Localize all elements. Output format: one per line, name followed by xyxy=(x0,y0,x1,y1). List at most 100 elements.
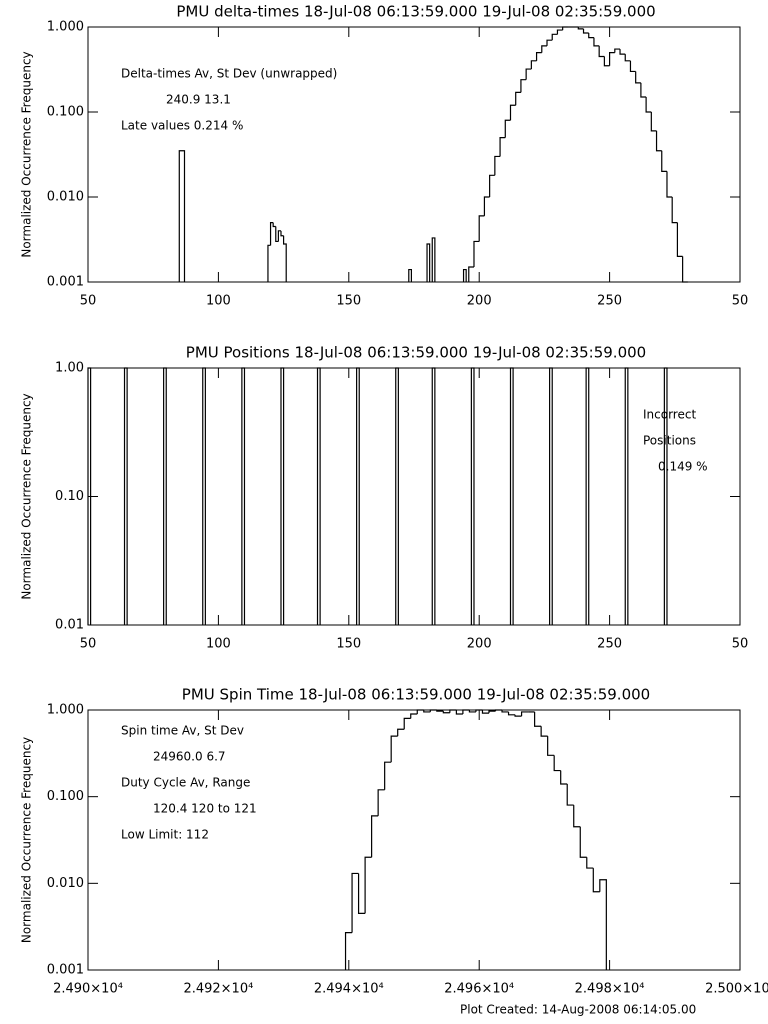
chart-title: PMU delta-times 18-Jul-08 06:13:59.000 1… xyxy=(176,3,655,21)
histogram-bin xyxy=(395,367,399,625)
histogram-bin xyxy=(364,856,372,914)
x-tick-label: 100 xyxy=(206,294,231,309)
histogram-bin xyxy=(624,367,629,625)
histogram-bin xyxy=(579,826,587,858)
histogram-bin xyxy=(267,244,271,282)
histogram-bin xyxy=(357,873,366,914)
histogram-bin xyxy=(468,710,476,713)
histogram-bin xyxy=(676,222,683,258)
histogram-bin xyxy=(488,710,496,714)
histogram-bin xyxy=(403,717,411,730)
histogram-bin xyxy=(593,37,600,47)
histogram-bin xyxy=(429,709,437,712)
x-tick-label: 100 xyxy=(206,637,231,652)
histogram-bin xyxy=(619,49,626,55)
histogram-bin xyxy=(475,709,483,712)
plot-frame xyxy=(87,26,741,283)
histogram-bin xyxy=(640,82,647,98)
histogram-bin xyxy=(277,230,281,242)
x-tick-label: 250 xyxy=(597,294,622,309)
x-tick-label: 250 xyxy=(597,637,622,652)
histogram-bin xyxy=(535,51,542,61)
histogram-bin xyxy=(178,150,186,282)
histogram-bin xyxy=(547,736,555,756)
histogram-bin xyxy=(598,45,605,58)
histogram-bin xyxy=(577,27,584,30)
histogram-bin xyxy=(377,789,385,816)
y-tick-label: 0.001 xyxy=(47,963,84,978)
histogram-bin xyxy=(483,196,490,216)
histogram-bin xyxy=(494,709,503,712)
histogram-bin xyxy=(371,815,379,858)
y-tick-label: 1.000 xyxy=(47,20,84,35)
histogram-bin xyxy=(280,230,284,237)
annotation: 240.9 13.1 xyxy=(166,93,231,107)
histogram-bin xyxy=(645,97,652,113)
x-tick-label: 200 xyxy=(467,637,492,652)
histogram-bin xyxy=(541,45,548,53)
y-tick-label: 0.10 xyxy=(55,489,84,504)
histogram-bin xyxy=(573,805,581,828)
histogram-bin xyxy=(504,119,511,138)
y-axis-label: Normalized Occurrence Frequency xyxy=(20,51,34,257)
histogram-bin xyxy=(275,226,279,243)
histogram-bin xyxy=(682,256,688,283)
histogram-bin xyxy=(202,367,206,625)
histogram-bin xyxy=(316,367,321,625)
annotation: 0.149 % xyxy=(658,460,708,474)
histogram-bin xyxy=(560,770,568,785)
histogram-bin xyxy=(534,711,542,727)
annotation: Delta-times Av, St Dev (unwrapped) xyxy=(121,67,337,81)
histogram-bin xyxy=(530,60,537,70)
histogram-bin xyxy=(489,174,495,197)
x-tick-label: 50 xyxy=(80,294,97,309)
x-tick-label: 50 xyxy=(732,294,749,309)
y-tick-label: 0.001 xyxy=(47,275,84,290)
histogram-bin xyxy=(462,709,470,714)
plot-frame xyxy=(87,709,741,971)
histogram-bin xyxy=(494,155,501,176)
histogram-bin xyxy=(551,33,558,41)
histogram-bin xyxy=(123,367,128,625)
histogram-bin xyxy=(588,32,594,39)
x-tick-label: 2.500×10⁴ xyxy=(705,982,768,997)
histogram-bin xyxy=(283,235,287,282)
histogram-bin xyxy=(436,710,444,712)
histogram-bin xyxy=(520,79,527,93)
histogram-bin xyxy=(671,197,678,224)
histogram-bin xyxy=(650,112,657,132)
histogram-bin xyxy=(562,26,568,31)
x-tick-label: 2.494×10⁴ xyxy=(314,982,384,997)
histogram-bin xyxy=(566,784,574,806)
x-tick-label: 150 xyxy=(336,294,361,309)
histogram-bin xyxy=(586,857,594,869)
footer: Plot Created: 14-Aug-2008 06:14:05.00 xyxy=(460,1003,696,1017)
histogram-bin xyxy=(629,60,636,73)
histogram-bin xyxy=(397,728,405,737)
histogram-bin xyxy=(599,879,607,970)
histogram-bin xyxy=(384,761,392,790)
x-tick-label: 200 xyxy=(467,294,492,309)
y-axis-label: Normalized Occurrence Frequency xyxy=(20,737,34,943)
histogram-bin xyxy=(478,215,485,242)
annotation: Low Limit: 112 xyxy=(121,828,209,842)
histogram-bin xyxy=(241,367,246,625)
histogram-bin xyxy=(269,221,274,246)
histogram-bin xyxy=(423,710,431,713)
histogram-bin xyxy=(509,367,514,625)
histogram-bin xyxy=(525,68,532,80)
y-tick-label: 0.100 xyxy=(47,789,84,804)
annotation: Late values 0.214 % xyxy=(121,119,243,133)
histogram-bin xyxy=(426,243,431,282)
y-axis-label: Normalized Occurrence Frequency xyxy=(20,393,34,599)
histogram-bin xyxy=(655,130,662,152)
histogram-bin xyxy=(431,367,436,625)
x-tick-label: 2.498×10⁴ xyxy=(575,982,645,997)
histogram-bin xyxy=(661,150,667,173)
annotation: 24960.0 6.7 xyxy=(153,750,226,764)
histogram-bin xyxy=(87,367,92,625)
histogram-bin xyxy=(540,726,548,737)
chart-title: PMU Spin Time 18-Jul-08 06:13:59.000 19-… xyxy=(182,686,650,704)
histogram-bin xyxy=(272,222,276,228)
